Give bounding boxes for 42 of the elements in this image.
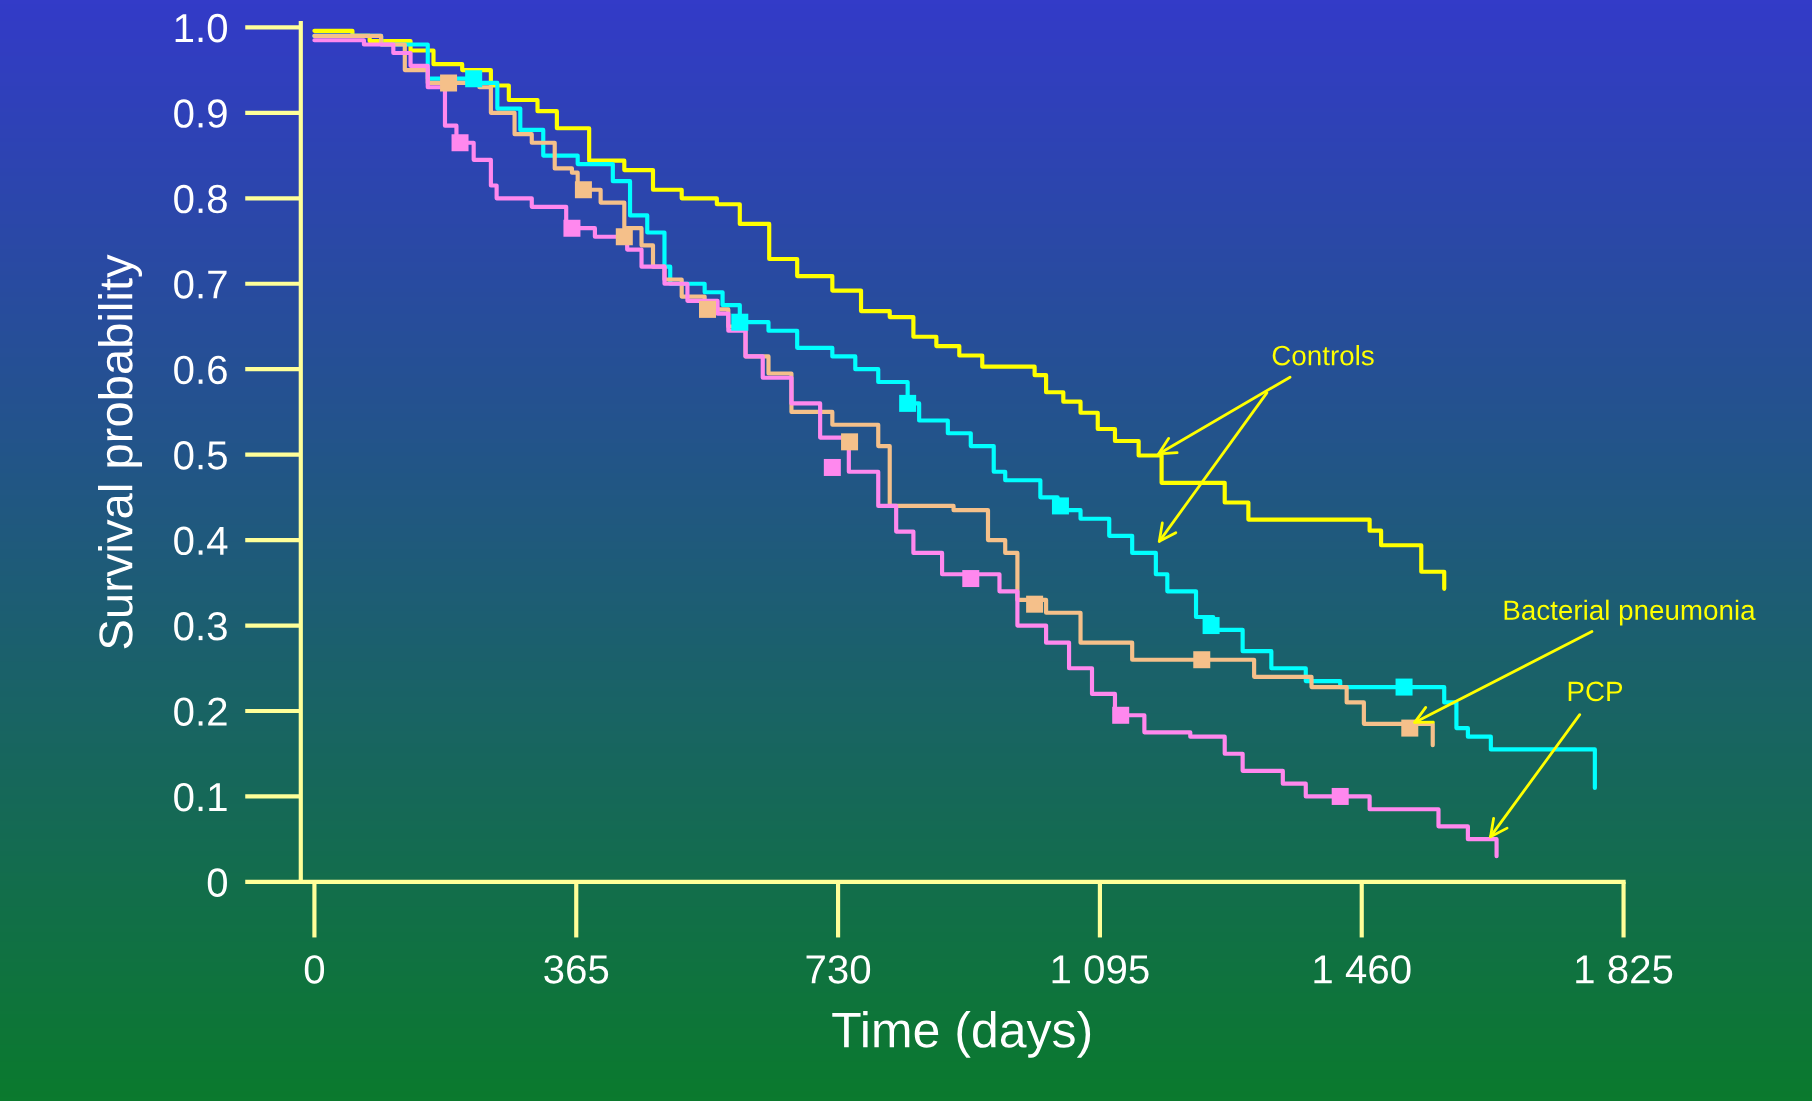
point xyxy=(1193,651,1211,669)
y-tick-label: 0.9 xyxy=(174,99,227,128)
annotation: PCP xyxy=(1568,681,1623,702)
y-tick-label: 0.5 xyxy=(174,441,227,470)
y-axis-title: Survival probability xyxy=(98,254,143,649)
x-tick-label: 730 xyxy=(806,955,871,984)
point xyxy=(574,181,592,199)
y-tick-label: 0.2 xyxy=(174,697,227,726)
y-tick-label: 0.6 xyxy=(174,355,227,385)
annotation: Bacterial pneumonia xyxy=(1504,599,1756,626)
point xyxy=(1202,617,1220,635)
point xyxy=(451,134,469,152)
x-tick-label: 0 xyxy=(304,955,325,984)
point xyxy=(465,70,483,88)
point xyxy=(1051,497,1069,515)
point xyxy=(699,300,717,318)
y-tick-label: 0 xyxy=(207,868,227,897)
point xyxy=(1112,706,1130,724)
y-tick-label: 0.8 xyxy=(174,184,227,214)
point xyxy=(563,219,581,237)
point xyxy=(899,394,917,412)
y-tick-label: 1.0 xyxy=(175,13,227,43)
x-tick-label: 1 460 xyxy=(1314,955,1411,984)
point xyxy=(962,570,980,588)
point xyxy=(1026,595,1044,613)
y-tick-label: 0.1 xyxy=(174,782,227,812)
x-tick-label: 1 825 xyxy=(1576,955,1673,984)
point xyxy=(823,458,841,476)
x-tick-label: 1 095 xyxy=(1052,955,1149,984)
point xyxy=(1331,787,1349,805)
point xyxy=(615,228,633,246)
point xyxy=(440,74,458,92)
point xyxy=(1401,719,1419,737)
annotation: Controls xyxy=(1272,345,1374,366)
x-tick-label: 365 xyxy=(544,955,609,984)
y-tick-label: 0.4 xyxy=(174,526,228,556)
point xyxy=(841,433,859,451)
y-tick-label: 0.7 xyxy=(174,270,227,299)
point xyxy=(731,313,749,331)
x-axis-title: Time (days) xyxy=(832,1011,1091,1058)
point xyxy=(1395,678,1413,696)
y-tick-label: 0.3 xyxy=(174,612,227,641)
